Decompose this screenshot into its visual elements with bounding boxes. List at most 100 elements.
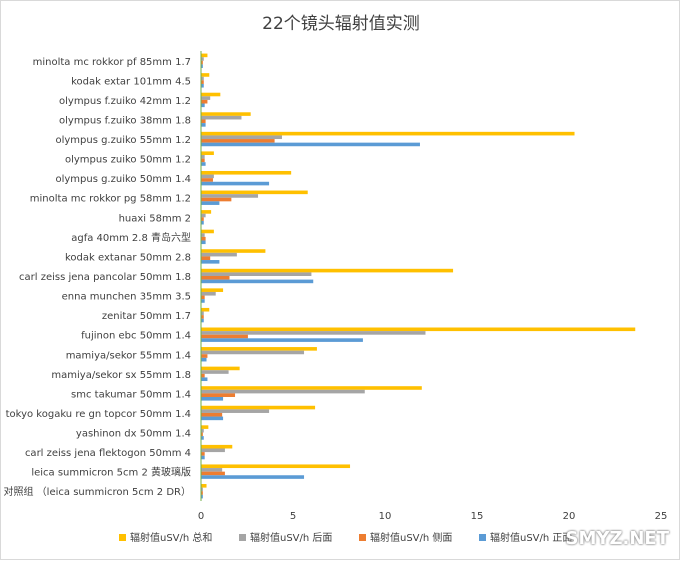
bar <box>201 83 204 88</box>
bar <box>201 396 224 401</box>
bar <box>201 299 205 303</box>
bar <box>201 468 223 472</box>
bar <box>201 162 206 166</box>
bar <box>201 386 422 390</box>
bar <box>201 119 206 124</box>
bar <box>201 475 305 479</box>
bar <box>201 484 207 488</box>
bar <box>201 60 203 65</box>
bar <box>201 158 205 163</box>
bar <box>201 64 203 68</box>
x-tick-label: 0 <box>198 511 204 522</box>
bar <box>201 288 224 292</box>
bar <box>201 76 204 81</box>
category-label: kodak extanar 50mm 2.8 <box>65 252 191 263</box>
category-label: mamiya/sekor 55mm 1.4 <box>66 350 191 361</box>
bar <box>201 448 225 453</box>
category-label: 对照组 （leica summicron 5cm 2 DR） <box>4 485 192 498</box>
category-label: olympus zuiko 50mm 1.2 <box>65 155 191 166</box>
bar <box>201 350 305 355</box>
bar <box>201 311 204 316</box>
legend-swatch <box>239 534 246 541</box>
bar <box>201 194 259 198</box>
category-label: olympus f.zuiko 38mm 1.8 <box>59 115 191 126</box>
bar <box>201 409 270 413</box>
bar <box>201 471 225 476</box>
bar <box>201 331 426 335</box>
bar <box>201 210 212 214</box>
category-label: tokyo kogaku re gn topcor 50mm 1.4 <box>6 409 191 420</box>
bar <box>201 236 206 241</box>
bar <box>201 123 206 127</box>
bar <box>201 268 454 273</box>
category-label: yashinon dx 50mm 1.4 <box>76 429 191 440</box>
category-label: fujinon ebc 50mm 1.4 <box>81 331 191 342</box>
bar <box>201 354 208 358</box>
bar <box>201 151 214 156</box>
bar <box>201 155 205 159</box>
bar <box>201 338 363 342</box>
bar <box>201 315 204 319</box>
bar <box>201 428 204 433</box>
category-label: huaxi 58mm 2 <box>119 213 191 224</box>
x-tick-label: 10 <box>379 511 392 522</box>
bar <box>201 178 213 182</box>
bar <box>201 491 203 495</box>
category-label: enna munchen 35mm 3.5 <box>62 292 191 303</box>
bar <box>201 455 205 460</box>
bar <box>201 425 209 429</box>
category-label: minolta mc rokkor pf 85mm 1.7 <box>33 57 191 68</box>
bar <box>201 334 248 339</box>
bar <box>201 233 205 237</box>
legend-swatch <box>119 534 126 541</box>
bar <box>201 276 230 280</box>
category-label: olympus f.zuiko 42mm 1.2 <box>59 96 191 107</box>
legend-swatch <box>359 534 366 541</box>
bar <box>201 217 204 221</box>
bar <box>201 142 420 147</box>
bar <box>201 213 206 218</box>
category-label: mamiya/sekor sx 55mm 1.8 <box>51 370 191 381</box>
category-label: leica summicron 5cm 2 黄玻璃版 <box>31 466 191 479</box>
bar <box>201 80 204 84</box>
bar <box>201 318 204 323</box>
bar <box>201 103 205 108</box>
bar <box>201 139 275 143</box>
bar <box>201 377 208 382</box>
bar <box>201 389 365 394</box>
bar <box>201 99 208 104</box>
bar <box>201 357 207 362</box>
bar <box>201 240 206 245</box>
bar <box>201 112 251 116</box>
bar <box>201 260 220 264</box>
bar <box>201 115 242 120</box>
bar <box>201 256 211 261</box>
category-label: kodak extar 101mm 4.5 <box>71 76 191 87</box>
category-label: zenitar 50mm 1.7 <box>102 311 191 322</box>
legend-label: 辐射值uSV/h 正面 <box>490 531 572 544</box>
legend-label: 辐射值uSV/h 后面 <box>250 531 332 544</box>
legend-swatch <box>479 534 486 541</box>
bar <box>201 229 214 234</box>
bar <box>201 190 308 195</box>
x-tick-label: 25 <box>655 511 668 522</box>
bar <box>201 327 636 332</box>
bar <box>201 131 575 136</box>
bar <box>201 92 221 97</box>
bar <box>201 201 220 205</box>
category-label: olympus g.zuiko 50mm 1.4 <box>55 174 191 185</box>
bar <box>201 174 214 179</box>
bar <box>201 370 229 374</box>
x-tick-label: 15 <box>471 511 484 522</box>
bar <box>201 197 232 202</box>
watermark: SMYZ.NET <box>565 528 669 549</box>
bar <box>201 53 208 58</box>
bar <box>201 405 316 410</box>
bar <box>201 272 312 276</box>
bar <box>201 487 203 492</box>
bar <box>201 452 205 456</box>
bar <box>201 135 282 140</box>
bar <box>201 96 211 100</box>
